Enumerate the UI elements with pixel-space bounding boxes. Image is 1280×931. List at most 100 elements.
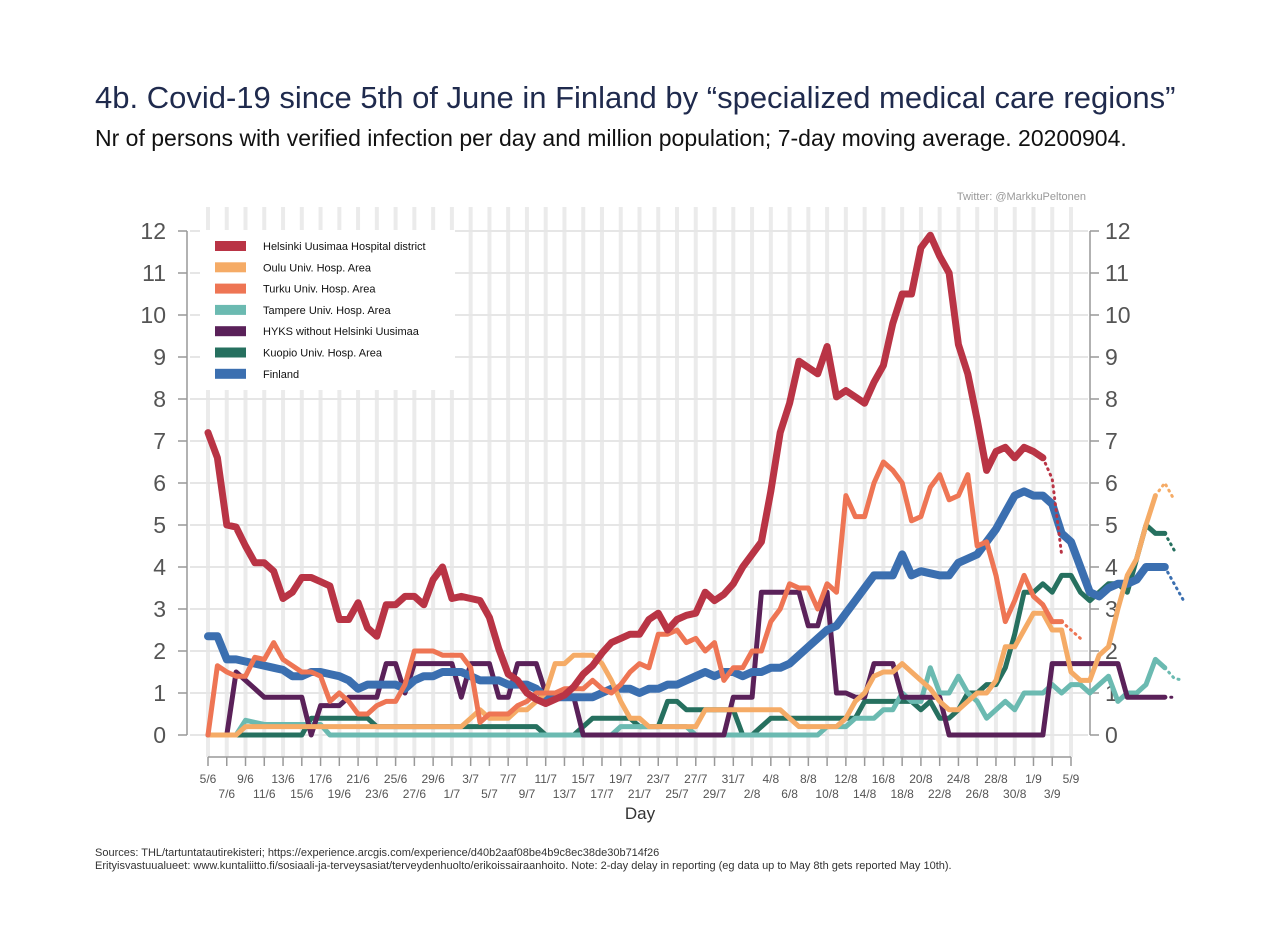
legend-label: Turku Univ. Hosp. Area <box>263 284 376 296</box>
y-tick-label-left: 3 <box>153 596 166 622</box>
x-tick-label: 4/8 <box>762 772 779 786</box>
y-tick-label-left: 10 <box>140 302 166 328</box>
legend-label: Tampere Univ. Hosp. Area <box>263 305 391 317</box>
x-tick-label: 25/7 <box>665 787 689 801</box>
y-tick-label-left: 2 <box>153 638 166 664</box>
series-line-turku-univ-hosp-area <box>205 459 1065 738</box>
sources-line-1: Sources: THL/tartuntatautirekisteri; htt… <box>95 847 660 859</box>
y-tick-label-left: 12 <box>140 218 166 244</box>
x-tick-label: 7/6 <box>218 787 235 801</box>
x-tick-label: 23/7 <box>647 772 671 786</box>
x-tick-label: 30/8 <box>1003 787 1027 801</box>
x-tick-label: 16/8 <box>872 772 896 786</box>
page-subtitle: Nr of persons with verified infection pe… <box>95 125 1127 151</box>
x-tick-label: 15/7 <box>572 772 596 786</box>
x-tick-label: 18/8 <box>890 787 914 801</box>
legend-label: Finland <box>263 369 299 381</box>
x-tick-label: 2/8 <box>744 787 761 801</box>
x-tick-label: 21/6 <box>346 772 370 786</box>
chart-series <box>204 231 1186 738</box>
x-tick-label: 21/7 <box>628 787 652 801</box>
y-tick-label-right: 4 <box>1105 554 1118 580</box>
x-tick-label: 8/8 <box>800 772 817 786</box>
chart-legend: Helsinki Uusimaa Hospital district Oulu U… <box>200 230 455 390</box>
x-tick-label: 9/7 <box>519 787 536 801</box>
x-tick-label: 13/6 <box>271 772 295 786</box>
x-tick-label: 10/8 <box>815 787 839 801</box>
sources-note: Sources: THL/tartuntatautirekisteri; htt… <box>95 847 952 873</box>
x-tick-label: 24/8 <box>947 772 971 786</box>
legend-label: HYKS without Helsinki Uusimaa <box>263 326 420 338</box>
y-tick-label-right: 11 <box>1105 260 1129 286</box>
y-tick-label-left: 1 <box>153 680 166 706</box>
y-tick-label-right: 12 <box>1105 218 1131 244</box>
y-tick-label-left: 6 <box>153 470 166 496</box>
x-tick-label: 11/7 <box>534 772 557 786</box>
x-tick-label: 7/7 <box>500 772 517 786</box>
series-line-helsinki-uusimaa-hospital-district <box>204 231 1047 707</box>
x-tick-label: 3/7 <box>462 772 479 786</box>
x-tick-label: 11/6 <box>253 787 276 801</box>
series-line-kuopio-univ-hosp-area <box>205 522 1168 738</box>
x-tick-label: 12/8 <box>834 772 858 786</box>
x-tick-label: 1/7 <box>444 787 461 801</box>
y-tick-label-left: 5 <box>153 512 166 538</box>
x-axis-label: Day <box>625 804 656 823</box>
legend-swatch <box>215 262 246 273</box>
legend-label: Helsinki Uusimaa Hospital district <box>263 241 426 253</box>
x-tick-label: 29/6 <box>421 772 445 786</box>
y-tick-label-left: 11 <box>142 260 166 286</box>
series-line-oulu-univ-hosp-area <box>205 493 1158 738</box>
legend-label: Kuopio Univ. Hosp. Area <box>263 348 383 360</box>
x-tick-label: 20/8 <box>909 772 933 786</box>
y-tick-label-left: 7 <box>153 428 166 454</box>
y-tick-label-right: 10 <box>1105 302 1131 328</box>
legend-swatch <box>215 368 246 379</box>
x-tick-label: 14/8 <box>853 787 877 801</box>
series-projection-turku-univ-hosp-area <box>1060 620 1082 640</box>
x-tick-label: 17/6 <box>309 772 333 786</box>
y-tick-label-left: 8 <box>153 386 166 412</box>
series-line-finland <box>204 487 1169 702</box>
x-tick-label: 9/6 <box>237 772 254 786</box>
y-tick-label-left: 4 <box>153 554 166 580</box>
series-projection-finland <box>1163 565 1186 603</box>
x-tick-label: 5/7 <box>481 787 498 801</box>
x-tick-label: 17/7 <box>590 787 614 801</box>
sources-line-2: Erityisvastuualueet: www.kuntaliitto.fi/… <box>95 860 952 872</box>
x-tick-label: 19/7 <box>609 772 633 786</box>
x-tick-label: 23/6 <box>365 787 389 801</box>
x-tick-label: 29/7 <box>703 787 727 801</box>
legend-swatch <box>215 283 246 294</box>
legend-label: Oulu Univ. Hosp. Area <box>263 262 372 274</box>
legend-swatch <box>215 347 246 358</box>
legend-swatch <box>215 326 246 337</box>
page-title: 4b. Covid-19 since 5th of June in Finlan… <box>95 80 1176 115</box>
x-tick-label: 27/6 <box>403 787 427 801</box>
y-tick-label-right: 8 <box>1105 386 1118 412</box>
x-tick-label: 26/8 <box>966 787 990 801</box>
x-tick-label: 13/7 <box>553 787 577 801</box>
legend-swatch <box>215 304 246 315</box>
y-tick-label-right: 0 <box>1105 722 1118 748</box>
x-tick-label: 25/6 <box>384 772 408 786</box>
series-projection-kuopio-univ-hosp-area <box>1163 531 1176 552</box>
x-tick-label: 27/7 <box>684 772 708 786</box>
series-line-hyks-without-helsinki-uusimaa <box>205 589 1168 738</box>
x-tick-label: 1/9 <box>1025 772 1042 786</box>
legend-swatch <box>215 241 246 251</box>
x-tick-label: 5/6 <box>200 772 217 786</box>
y-tick-label-left: 0 <box>153 722 166 748</box>
x-tick-label: 5/9 <box>1063 772 1080 786</box>
y-tick-label-right: 5 <box>1105 512 1118 538</box>
series-projection-tampere-univ-hosp-area <box>1163 666 1186 682</box>
twitter-credit: Twitter: @MarkkuPeltonen <box>956 191 1086 203</box>
series-projection-oulu-univ-hosp-area <box>1153 480 1176 502</box>
x-tick-label: 28/8 <box>984 772 1008 786</box>
y-tick-label-right: 9 <box>1105 344 1118 370</box>
y-tick-label-left: 9 <box>153 344 166 370</box>
x-tick-label: 19/6 <box>328 787 352 801</box>
x-tick-label: 22/8 <box>928 787 952 801</box>
